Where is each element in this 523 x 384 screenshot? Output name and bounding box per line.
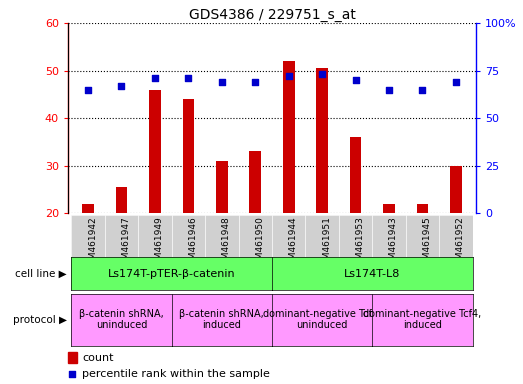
Bar — [383, 204, 395, 213]
Bar — [450, 166, 462, 213]
Text: GSM461948: GSM461948 — [222, 217, 231, 271]
Point — [151, 75, 159, 81]
Text: β-catenin shRNA,
uninduced: β-catenin shRNA, uninduced — [79, 309, 164, 331]
Text: GSM461946: GSM461946 — [188, 217, 197, 271]
Bar — [149, 89, 161, 213]
Text: GSM461949: GSM461949 — [155, 217, 164, 271]
Text: GSM461943: GSM461943 — [389, 217, 398, 271]
Text: percentile rank within the sample: percentile rank within the sample — [83, 369, 270, 379]
Point — [318, 71, 326, 78]
Text: GSM461944: GSM461944 — [289, 217, 298, 271]
Text: protocol ▶: protocol ▶ — [13, 314, 66, 325]
Bar — [116, 187, 127, 213]
Point — [251, 79, 259, 85]
Point — [84, 86, 92, 93]
Point — [184, 75, 192, 81]
Bar — [216, 161, 228, 213]
Text: GSM461942: GSM461942 — [88, 217, 97, 271]
Bar — [183, 99, 194, 213]
Text: dominant-negative Tcf4,
uninduced: dominant-negative Tcf4, uninduced — [263, 309, 381, 331]
Text: count: count — [83, 353, 114, 363]
Point — [418, 86, 427, 93]
Point — [452, 79, 460, 85]
Text: GSM461947: GSM461947 — [121, 217, 131, 271]
Bar — [68, 352, 77, 363]
Point — [117, 83, 126, 89]
Point — [285, 73, 293, 79]
Text: GSM461945: GSM461945 — [423, 217, 431, 271]
Title: GDS4386 / 229751_s_at: GDS4386 / 229751_s_at — [188, 8, 356, 22]
Bar — [316, 68, 328, 213]
Text: Ls174T-pTER-β-catenin: Ls174T-pTER-β-catenin — [108, 268, 235, 279]
Text: GSM461953: GSM461953 — [356, 217, 365, 271]
Bar — [82, 204, 94, 213]
Point — [218, 79, 226, 85]
Bar — [249, 151, 261, 213]
Text: GSM461951: GSM461951 — [322, 217, 331, 271]
Bar — [417, 204, 428, 213]
Point — [68, 371, 76, 377]
Bar — [350, 137, 361, 213]
Text: β-catenin shRNA,
induced: β-catenin shRNA, induced — [179, 309, 264, 331]
Text: dominant-negative Tcf4,
induced: dominant-negative Tcf4, induced — [363, 309, 482, 331]
Text: Ls174T-L8: Ls174T-L8 — [344, 268, 401, 279]
Bar — [283, 61, 294, 213]
Text: GSM461952: GSM461952 — [456, 217, 465, 271]
Point — [385, 86, 393, 93]
Text: cell line ▶: cell line ▶ — [15, 268, 66, 279]
Text: GSM461950: GSM461950 — [255, 217, 264, 271]
Point — [351, 77, 360, 83]
